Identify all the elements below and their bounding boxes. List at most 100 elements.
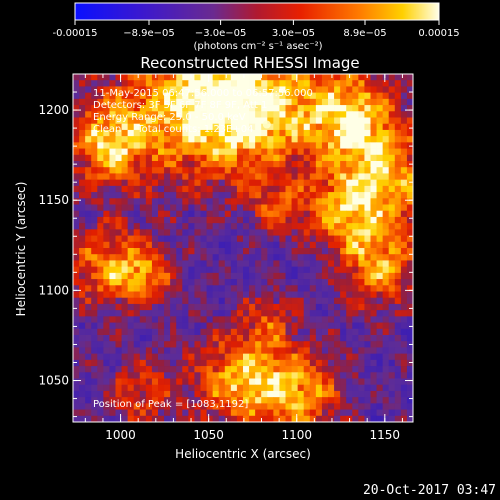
heatmap-pixel [139, 154, 147, 162]
heatmap-pixel [151, 359, 159, 367]
heatmap-pixel [218, 272, 226, 280]
heatmap-pixel [291, 310, 299, 317]
heatmap-pixel [285, 123, 292, 131]
heatmap-pixel [188, 260, 195, 268]
heatmap-pixel [200, 390, 207, 398]
heatmap-pixel [212, 285, 220, 292]
heatmap-pixel [188, 117, 195, 125]
heatmap-pixel [309, 285, 317, 292]
heatmap-pixel [236, 223, 244, 230]
heatmap-pixel [224, 74, 232, 81]
heatmap-pixel [400, 297, 408, 305]
heatmap-pixel [328, 136, 335, 143]
heatmap-pixel [151, 335, 159, 342]
heatmap-pixel [249, 303, 256, 311]
heatmap-pixel [145, 248, 153, 255]
heatmap-pixel [285, 409, 292, 417]
heatmap-pixel [121, 223, 129, 230]
heatmap-pixel [358, 279, 365, 286]
heatmap-pixel [224, 192, 232, 199]
heatmap-pixel [103, 129, 110, 137]
heatmap-pixel [297, 161, 305, 168]
heatmap-pixel [200, 322, 207, 330]
heatmap-pixel [406, 279, 413, 286]
heatmap-pixel [243, 173, 250, 181]
heatmap-pixel [400, 279, 408, 286]
heatmap-pixel [370, 409, 377, 417]
heatmap-pixel [97, 310, 104, 317]
heatmap-pixel [145, 353, 153, 361]
heatmap-pixel [315, 390, 323, 398]
heatmap-pixel [151, 223, 159, 230]
heatmap-pixel [255, 229, 262, 236]
heatmap-pixel [170, 372, 177, 379]
heatmap-pixel [206, 378, 214, 386]
heatmap-pixel [303, 303, 311, 311]
heatmap-pixel [249, 173, 256, 181]
heatmap-pixel [115, 148, 122, 156]
heatmap-pixel [346, 98, 353, 106]
heatmap-pixel [73, 229, 80, 236]
heatmap-pixel [109, 359, 116, 367]
heatmap-pixel [194, 390, 201, 398]
heatmap-pixel [170, 347, 177, 355]
heatmap-pixel [346, 409, 353, 417]
heatmap-pixel [340, 204, 347, 212]
heatmap-pixel [303, 167, 311, 174]
heatmap-pixel [206, 117, 214, 125]
heatmap-pixel [194, 272, 201, 280]
heatmap-pixel [115, 129, 122, 137]
heatmap-pixel [376, 297, 384, 305]
heatmap-pixel [394, 136, 402, 143]
heatmap-pixel [158, 347, 165, 355]
heatmap-pixel [328, 303, 335, 311]
heatmap-pixel [200, 415, 207, 422]
heatmap-pixel [388, 241, 396, 249]
heatmap-pixel [297, 310, 305, 317]
heatmap-pixel [158, 248, 165, 255]
heatmap-pixel [115, 111, 122, 118]
heatmap-pixel [388, 328, 396, 336]
heatmap-pixel [218, 248, 226, 255]
heatmap-pixel [358, 173, 365, 181]
heatmap-pixel [85, 111, 92, 118]
heatmap-pixel [352, 173, 359, 181]
heatmap-pixel [279, 335, 286, 342]
heatmap-pixel [352, 216, 359, 224]
heatmap-pixel [400, 310, 408, 317]
heatmap-pixel [364, 403, 371, 410]
heatmap-pixel [103, 378, 110, 386]
heatmap-pixel [158, 98, 165, 106]
heatmap-pixel [346, 204, 353, 212]
heatmap-pixel [255, 223, 262, 230]
heatmap-pixel [255, 148, 262, 156]
heatmap-pixel [73, 235, 80, 243]
heatmap-pixel [340, 80, 347, 87]
heatmap-pixel [255, 80, 262, 87]
heatmap-pixel [200, 372, 207, 379]
heatmap-pixel [340, 260, 347, 268]
heatmap-pixel [346, 216, 353, 224]
heatmap-pixel [291, 136, 299, 143]
heatmap-pixel [230, 142, 238, 149]
heatmap-pixel [273, 347, 280, 355]
heatmap-pixel [176, 223, 183, 230]
heatmap-pixel [321, 98, 329, 106]
heatmap-pixel [176, 142, 183, 149]
heatmap-pixel [358, 117, 365, 125]
heatmap-pixel [109, 272, 116, 280]
heatmap-pixel [382, 322, 390, 330]
heatmap-pixel [388, 229, 396, 236]
x-tick-label: 1100 [281, 428, 312, 442]
heatmap-pixel [291, 384, 299, 392]
heatmap-pixel [358, 161, 365, 168]
heatmap-pixel [236, 341, 244, 348]
heatmap-pixel [364, 291, 371, 299]
heatmap-pixel [176, 254, 183, 261]
heatmap-pixel [291, 229, 299, 236]
heatmap-pixel [109, 372, 116, 379]
heatmap-pixel [340, 223, 347, 230]
heatmap-pixel [170, 390, 177, 398]
heatmap-pixel [370, 235, 377, 243]
heatmap-pixel [212, 86, 220, 94]
